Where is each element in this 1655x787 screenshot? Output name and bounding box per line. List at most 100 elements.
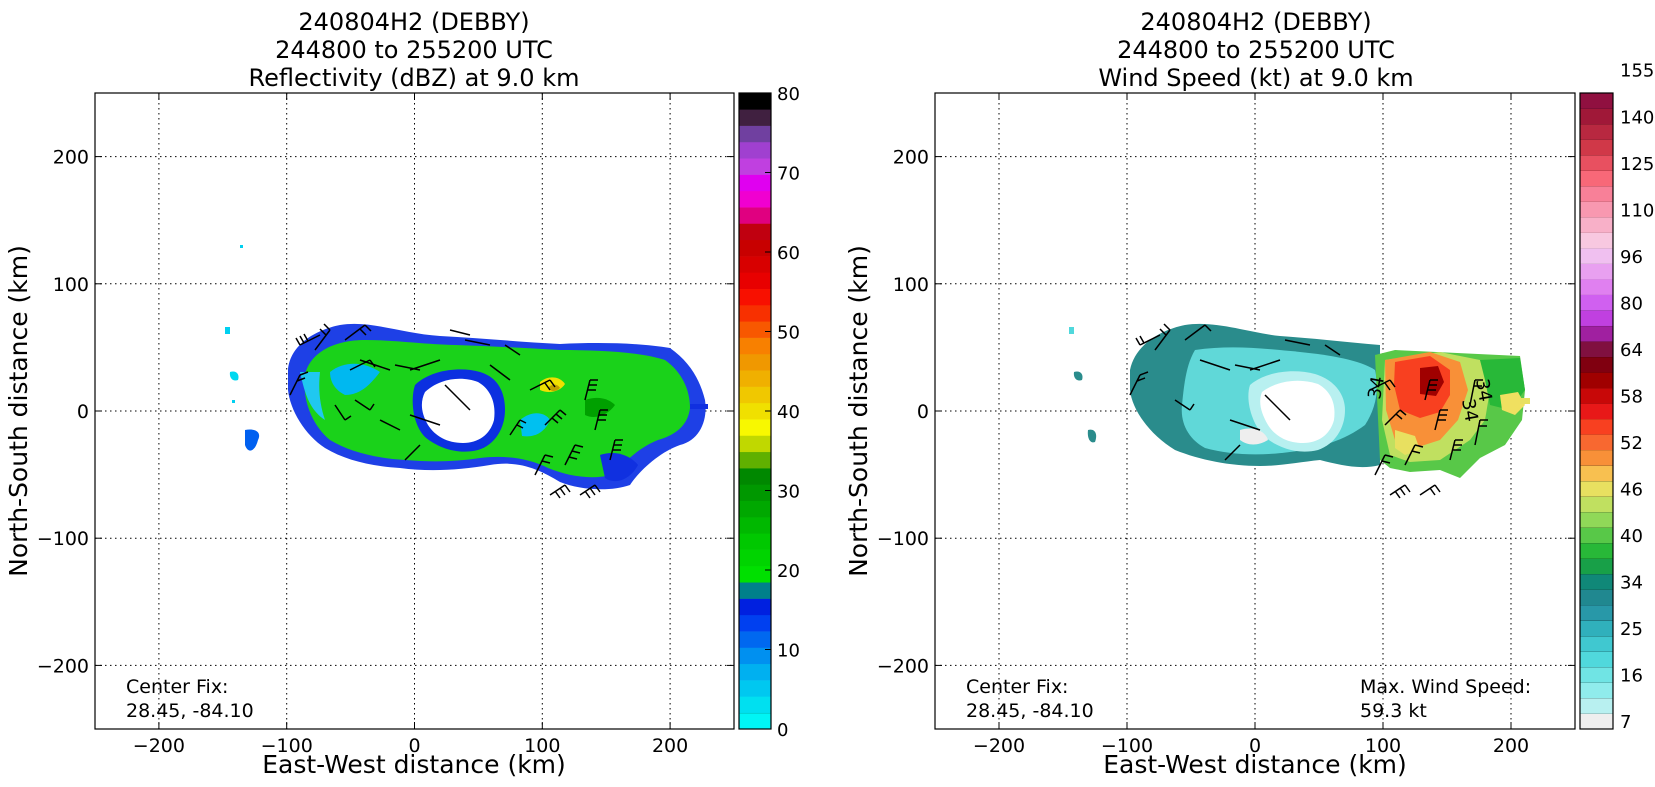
right-colorbar-segment [1580,418,1613,435]
left-center-fix-label: Center Fix: [126,676,228,698]
right-xlabel: East-West distance (km) [1103,750,1407,779]
right-center-fix-label: Center Fix: [966,676,1068,698]
left-colorbar-tick-label: 10 [777,641,800,662]
barb-label-34-b: 34 [1457,397,1482,423]
right-colorbar-segment [1580,263,1613,280]
left-colorbar-segment [739,680,771,697]
right-colorbar-segment [1580,573,1613,590]
left-xtick-label: 100 [524,735,560,757]
right-colorbar-segment [1580,108,1613,125]
right-xtick-label: 0 [1249,735,1261,757]
max-wind-speed-value: 59.3 kt [1360,700,1427,722]
right-colorbar-tick-label: 52 [1620,433,1643,454]
right-colorbar-tick-label: 110 [1620,200,1654,221]
left-title-line-3: Reflectivity (dBZ) at 9.0 km [249,64,580,92]
left-colorbar-segment [739,93,771,110]
right-colorbar-segment [1580,434,1613,451]
right-colorbar-segment [1580,449,1613,466]
right-colorbar-segment [1580,279,1613,295]
left-colorbar-segment [739,207,771,224]
left-colorbar-tick-label: 20 [777,561,800,582]
right-title-line-1: 240804H2 (DEBBY) [1140,8,1371,36]
right-colorbar-tick-label: 58 [1620,386,1643,407]
right-colorbar-segment [1580,511,1613,528]
left-colorbar-tick-label: 60 [777,243,800,264]
left-colorbar-segment [739,565,771,583]
left-xlabel: East-West distance (km) [262,750,566,779]
left-xtick-label: −200 [133,735,185,757]
right-colorbar-segment [1580,666,1613,683]
right-ytick-label: −200 [877,655,929,677]
left-colorbar-segment [739,402,771,420]
left-colorbar-segment [739,141,771,159]
left-colorbar-tick-label: 40 [777,402,800,423]
right-colorbar-segment [1580,604,1613,621]
reflectivity-colorbar: 0 10 20 30 40 50 60 70 80 [738,84,800,741]
right-colorbar-segment [1580,480,1613,497]
left-colorbar-segment [739,353,771,371]
left-xtick-label: 200 [652,735,688,757]
right-ylabel: North-South distance (km) [844,245,873,577]
right-colorbar-segment [1580,558,1613,575]
right-colorbar-segment [1580,217,1613,233]
right-colorbar-tick-label: 7 [1620,712,1631,733]
left-colorbar-segment [739,598,771,616]
right-colorbar-tick-label: 140 [1620,107,1654,128]
left-axis-ticks: −200 −100 0 100 200 −200 −100 0 100 200 [37,93,734,757]
wind-speed-field [1069,323,1530,478]
left-colorbar-segment [739,631,771,648]
right-colorbar-segment [1580,496,1613,513]
left-xtick-label: 0 [408,735,420,757]
right-colorbar-segment [1580,387,1613,404]
left-colorbar-segment [739,533,771,550]
right-colorbar-tick-label: 155 [1620,61,1654,82]
left-colorbar-segment [739,712,771,730]
right-xtick-label: 100 [1365,735,1401,757]
right-center-fix-value: 28.45, -84.10 [966,700,1094,722]
right-ytick-label: 0 [917,401,929,423]
right-colorbar-segment [1580,139,1613,156]
left-colorbar-segment [739,305,771,322]
right-colorbar-segment [1580,372,1613,389]
right-colorbar-segment [1580,635,1613,652]
left-colorbar-segment [739,288,771,306]
right-colorbar-tick-label: 64 [1620,340,1643,361]
right-colorbar-segment [1580,93,1613,109]
right-colorbar-segment [1580,325,1613,342]
left-colorbar-segment [739,696,771,713]
left-colorbar-segment [739,663,771,681]
left-colorbar-segment [739,614,771,632]
left-colorbar-segment [739,174,771,192]
reflectivity-field [225,245,708,490]
right-colorbar-tick-label: 25 [1620,619,1643,640]
left-colorbar-segment [739,239,771,257]
barb-label-34-a: 34 [1471,377,1496,403]
right-colorbar-segment [1580,589,1613,606]
left-ytick-label: 200 [53,147,89,169]
right-colorbar-tick-label: 40 [1620,526,1643,547]
right-colorbar-tick-label: 46 [1620,480,1643,501]
left-colorbar-segment [739,451,771,469]
left-grid [95,93,734,729]
left-colorbar-segment [739,549,771,567]
right-colorbar-segment [1580,356,1613,373]
right-colorbar-tick-label: 80 [1620,293,1643,314]
left-colorbar-segment [739,419,771,436]
right-title-line-3: Wind Speed (kt) at 9.0 km [1098,64,1413,92]
right-title-line-2: 244800 to 255200 UTC [1117,36,1395,64]
right-colorbar-segment [1580,170,1613,187]
reflectivity-panel: 240804H2 (DEBBY) 244800 to 255200 UTC Re… [4,8,800,779]
left-ytick-label: −200 [37,655,89,677]
right-xtick-label: −100 [1101,735,1153,757]
right-ytick-label: −100 [877,528,929,550]
right-colorbar-tick-label: 34 [1620,573,1643,594]
left-colorbar-tick-label: 0 [777,720,788,741]
barb-contour-labels: 34 34 34 [1364,375,1495,424]
right-colorbar-segment [1580,124,1613,140]
left-colorbar-segment [739,517,771,534]
right-colorbar-segment [1580,697,1613,714]
right-colorbar-segment [1580,248,1613,264]
right-colorbar-segment [1580,651,1613,668]
right-colorbar-segment [1580,294,1613,311]
barb-label-34-c: 34 [1364,375,1389,401]
